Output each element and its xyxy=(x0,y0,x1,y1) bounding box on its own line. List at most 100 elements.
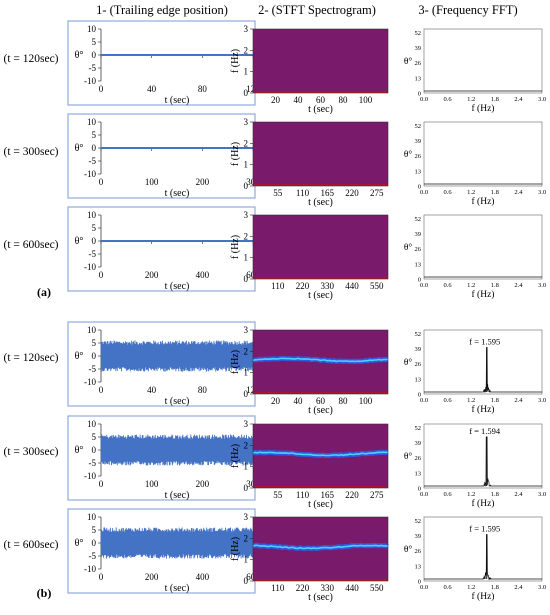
fft-line xyxy=(424,436,542,487)
y-tick-label: 0 xyxy=(244,576,249,586)
position-signal xyxy=(100,434,254,466)
y-tick-label: 0 xyxy=(244,483,249,493)
position-x-label: t (sec) xyxy=(165,281,190,292)
spectrogram-x-label: t (sec) xyxy=(308,197,333,208)
y-tick-label: 39 xyxy=(415,231,422,238)
position-x-label: t (sec) xyxy=(165,490,190,501)
x-tick-label: 3.0 xyxy=(538,96,546,103)
fft-line xyxy=(424,534,542,581)
position-x-label: t (sec) xyxy=(165,188,190,199)
position-x-label: t (sec) xyxy=(165,396,190,407)
x-tick-label: 550 xyxy=(370,281,384,291)
row-label-a-2: (t = 300sec) xyxy=(3,146,58,158)
x-tick-label: 0.0 xyxy=(420,491,428,498)
fft-peak-annotation: f = 1.595 xyxy=(469,523,500,533)
x-tick-label: 100 xyxy=(359,95,373,105)
spectrogram-x-label: t (sec) xyxy=(308,290,333,301)
y-tick-label: 39 xyxy=(415,346,422,353)
x-tick-label: 0 xyxy=(99,572,104,582)
fft-frame xyxy=(423,121,543,187)
x-tick-label: 80 xyxy=(198,385,208,395)
y-tick-label: 0 xyxy=(244,389,249,399)
fft-y-label: θ° xyxy=(404,56,413,67)
fft-frame xyxy=(423,214,543,280)
x-tick-label: 200 xyxy=(145,270,159,280)
fft-frame xyxy=(423,423,543,489)
row-label-b-3: (t = 600sec) xyxy=(3,539,58,551)
y-tick-label: 13 xyxy=(415,261,422,268)
y-tick-label: 2 xyxy=(244,138,249,148)
y-tick-label: 26 xyxy=(415,548,422,555)
x-tick-label: 3.0 xyxy=(538,282,546,289)
x-tick-label: 110 xyxy=(271,583,285,593)
x-tick-label: 0.6 xyxy=(444,282,453,289)
x-tick-label: 0 xyxy=(99,177,104,187)
x-tick-label: 3.0 xyxy=(538,189,546,196)
x-tick-label: 1.8 xyxy=(491,282,499,289)
x-tick-label: 1.8 xyxy=(491,491,499,498)
x-tick-label: 200 xyxy=(196,177,210,187)
x-tick-label: 0.6 xyxy=(444,96,453,103)
x-tick-label: 440 xyxy=(345,583,359,593)
y-tick-label: 0 xyxy=(244,181,249,191)
y-tick-label: 5 xyxy=(92,130,97,140)
x-tick-label: 100 xyxy=(145,479,159,489)
x-tick-label: 40 xyxy=(294,396,304,406)
spectrogram-field xyxy=(253,29,388,93)
y-tick-label: 0 xyxy=(418,579,421,586)
x-tick-label: 1.2 xyxy=(467,491,475,498)
fft-frame xyxy=(423,516,543,582)
y-tick-label: 3 xyxy=(244,512,249,522)
y-tick-label: 52 xyxy=(415,216,422,223)
x-tick-label: 60 xyxy=(316,95,326,105)
y-tick-label: 39 xyxy=(415,138,422,145)
y-tick-label: 5 xyxy=(92,338,97,348)
spectrogram-frame xyxy=(252,214,389,280)
x-tick-label: 1.2 xyxy=(467,584,475,591)
y-tick-label: 0 xyxy=(418,277,421,284)
y-tick-label: 0 xyxy=(418,184,421,191)
row-label-b-2: (t = 300sec) xyxy=(3,446,58,458)
x-tick-label: 55 xyxy=(273,188,283,198)
fft-y-label: θ° xyxy=(404,149,413,160)
spectrogram-x-label: t (sec) xyxy=(308,104,333,115)
x-tick-label: 1.2 xyxy=(467,96,475,103)
y-tick-label: -5 xyxy=(89,156,97,166)
x-tick-label: 0.6 xyxy=(444,491,453,498)
x-tick-label: 40 xyxy=(147,84,157,94)
fft-line xyxy=(424,347,542,394)
fft-x-label: f (Hz) xyxy=(472,591,495,602)
y-tick-label: -5 xyxy=(89,551,97,561)
x-tick-label: 20 xyxy=(271,396,281,406)
x-tick-label: 3.0 xyxy=(538,491,546,498)
x-tick-label: 40 xyxy=(294,95,304,105)
fft-x-label: f (Hz) xyxy=(472,404,495,415)
y-tick-label: 2 xyxy=(244,45,249,55)
position-x-label: t (sec) xyxy=(165,583,190,594)
y-tick-label: 39 xyxy=(415,533,422,540)
y-tick-label: 26 xyxy=(415,246,422,253)
position-y-label: θ° xyxy=(75,538,84,549)
x-tick-label: 1.8 xyxy=(491,96,499,103)
x-tick-label: 0.6 xyxy=(444,397,453,404)
y-tick-label: 10 xyxy=(87,210,97,220)
x-tick-label: 2.4 xyxy=(514,584,523,591)
x-tick-label: 2.4 xyxy=(514,282,523,289)
x-tick-label: 100 xyxy=(145,177,159,187)
x-tick-label: 80 xyxy=(198,84,208,94)
y-tick-label: 52 xyxy=(415,425,422,432)
x-tick-label: 0.6 xyxy=(444,189,453,196)
y-tick-label: -10 xyxy=(84,471,96,481)
x-tick-label: 60 xyxy=(316,396,326,406)
x-tick-label: 55 xyxy=(273,490,283,500)
spectrogram-y-label: f (Hz) xyxy=(230,49,241,73)
spectrogram-band xyxy=(252,544,389,550)
y-tick-label: 0 xyxy=(244,274,249,284)
y-tick-label: 1 xyxy=(244,253,249,263)
y-tick-label: 0 xyxy=(92,143,97,153)
x-tick-label: 1.2 xyxy=(467,282,475,289)
spectrogram-frame xyxy=(252,329,389,395)
